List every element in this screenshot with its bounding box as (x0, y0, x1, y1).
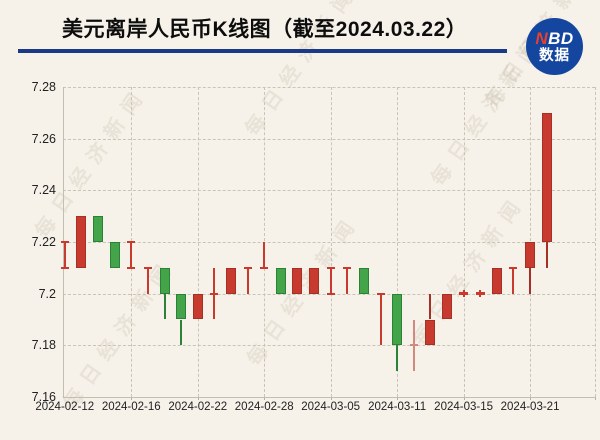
candle-open-close-tick (60, 241, 69, 243)
candle (292, 267, 303, 294)
x-axis-label: 2024-02-16 (101, 401, 161, 413)
candle-open-close-tick (343, 266, 352, 269)
gridline-vertical (397, 87, 399, 397)
candle (159, 267, 170, 294)
x-axis-tick (463, 397, 465, 400)
candle-open-close-tick (376, 292, 385, 295)
x-axis-label: 2024-03-21 (500, 401, 560, 413)
candle-open-close-tick (260, 266, 269, 269)
candle-line (346, 267, 349, 294)
candle-open-close-tick (509, 266, 518, 269)
gridline-vertical (463, 87, 465, 397)
candle (425, 319, 436, 346)
candle-line (246, 267, 249, 294)
candle-flat-doji (475, 292, 485, 295)
page-title: 美元离岸人民币K线图（截至2024.03.22） (62, 18, 468, 41)
candle-line (263, 242, 266, 268)
gridline-vertical (197, 87, 199, 397)
nbd-logo-bd: BD (548, 28, 574, 48)
x-axis-tick (131, 397, 133, 400)
x-axis-label: 2024-02-28 (234, 401, 294, 413)
candle-lower-wick (163, 293, 166, 320)
gridline-horizontal (63, 345, 595, 347)
gridline-horizontal (63, 87, 595, 88)
nbd-logo: NBD 数据 (526, 18, 583, 75)
candle-flat-doji (459, 292, 469, 295)
x-axis-label: 2024-02-12 (35, 401, 95, 413)
x-axis-tick (330, 397, 332, 400)
gridline-vertical (595, 87, 596, 397)
x-axis-label: 2024-03-05 (301, 401, 361, 413)
candle-line (512, 267, 515, 294)
candle (525, 242, 536, 268)
candle (309, 267, 320, 294)
gridline-horizontal (63, 190, 595, 192)
candle (76, 216, 87, 268)
gridline-horizontal (63, 242, 595, 243)
candle-lower-wick (545, 242, 548, 268)
x-axis-line (63, 397, 596, 398)
candle (541, 112, 552, 242)
nbd-logo-n: N (535, 28, 549, 48)
candle (192, 293, 203, 320)
candle (176, 293, 187, 320)
candle-open-close-tick (326, 292, 335, 295)
candle-line (329, 267, 332, 294)
candle (275, 267, 286, 294)
candle-lower-wick (396, 345, 399, 372)
candle-open-close-tick (60, 266, 69, 269)
title-underline-divider (18, 49, 507, 53)
gridline-vertical (330, 87, 332, 397)
candle-open-close-tick (127, 266, 136, 269)
y-axis-label: 7.22 (31, 235, 56, 249)
candle-open-close-tick (326, 266, 335, 269)
candle-open-close-tick (210, 292, 219, 295)
x-axis-tick (595, 397, 596, 400)
candle (225, 267, 236, 294)
x-axis-tick (397, 397, 399, 400)
y-axis-label: 7.26 (31, 131, 56, 146)
x-axis-tick (264, 397, 266, 400)
candle-upper-wick (429, 293, 432, 320)
candle-line (130, 242, 133, 268)
x-axis-tick (197, 397, 199, 400)
candle (491, 267, 502, 294)
x-axis-label: 2024-02-22 (168, 401, 228, 413)
candle (109, 242, 120, 268)
candle-open-close-tick (243, 266, 252, 269)
y-axis-label: 7.18 (31, 338, 56, 353)
nbd-logo-text: NBD (535, 28, 574, 48)
x-axis-label: 2024-03-11 (368, 401, 427, 413)
candle (358, 267, 369, 294)
candle (392, 293, 403, 346)
nbd-logo-caption: 数据 (539, 47, 570, 64)
candle-lower-wick (529, 267, 532, 294)
candle-line (379, 293, 382, 346)
candle-line (63, 242, 66, 268)
y-axis-label: 7.24 (31, 183, 56, 198)
gridline-horizontal (63, 138, 595, 140)
candle (93, 216, 104, 242)
candle (441, 293, 452, 320)
x-axis-label: 2024-03-15 (434, 401, 493, 413)
candle-line (146, 267, 149, 294)
y-axis-label: 7.28 (31, 80, 56, 94)
candle-open-close-tick (409, 344, 418, 347)
candle-open-close-tick (143, 266, 152, 269)
watermark-text: 每日经济新闻 (31, 81, 153, 242)
candle-open-close-tick (127, 241, 136, 243)
y-axis-label: 7.2 (38, 286, 56, 301)
x-axis-tick (530, 397, 532, 400)
y-axis-label: 7.16 (31, 390, 56, 404)
candle-lower-wick (180, 319, 183, 346)
